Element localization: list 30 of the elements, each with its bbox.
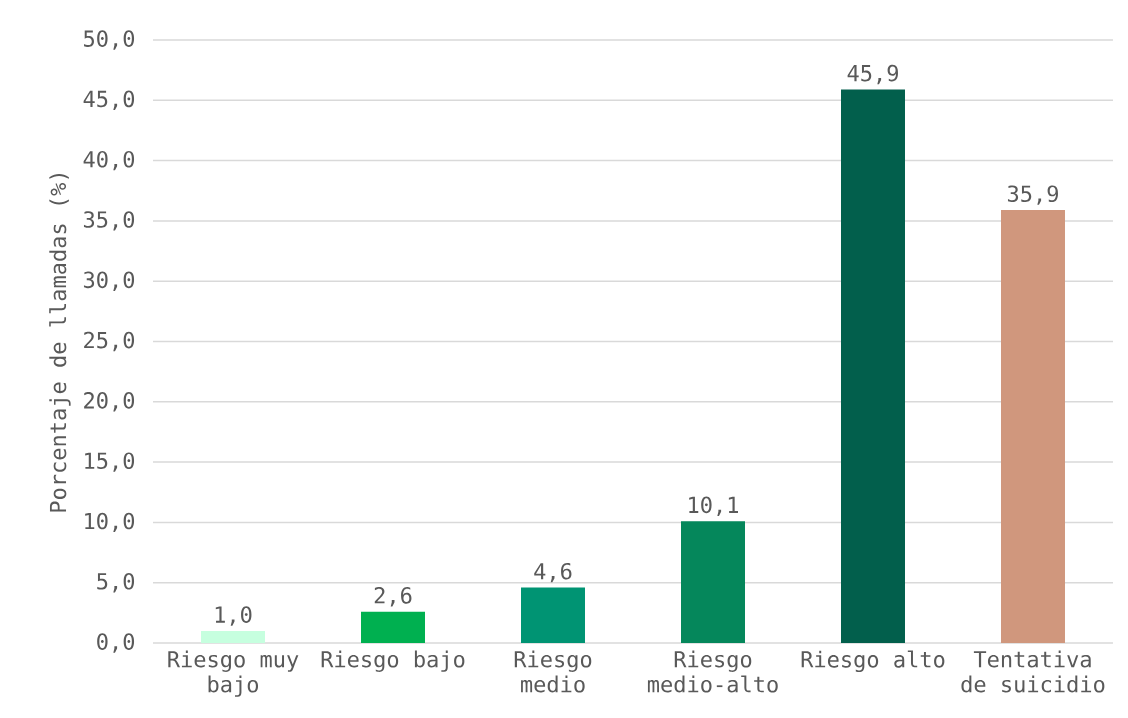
bar: [361, 611, 425, 643]
y-tick-label: 25,0: [84, 331, 135, 352]
bar: [1000, 210, 1065, 643]
bar: [841, 89, 905, 643]
x-tick-label: Riesgo alto: [801, 650, 945, 673]
y-tick-label: 45,0: [83, 90, 135, 111]
data-label: 2,6: [374, 587, 412, 607]
y-tick-label: 35,0: [83, 211, 135, 231]
y-axis-title: Porcentaje de llamadas (%): [49, 173, 71, 512]
x-tick-label: Riesgo bajo: [321, 650, 465, 672]
y-tick-label: 40,0: [83, 150, 135, 171]
x-tick-label: Riesgo muy bajo: [168, 650, 299, 697]
y-tick-label: 30,0: [83, 271, 135, 291]
x-tick-label: Riesgo medio: [514, 650, 592, 693]
y-tick-label: 50,0: [84, 30, 135, 50]
x-tick-label: Tentativa de suicidio: [961, 650, 1105, 693]
data-label: 10,1: [689, 496, 738, 516]
bar: [521, 587, 585, 643]
y-tick-label: 5,0: [97, 572, 135, 593]
data-label: 45,9: [847, 64, 898, 85]
y-tick-label: 0,0: [97, 633, 135, 653]
data-label: 4,6: [534, 562, 572, 583]
y-tick-label: 20,0: [84, 392, 135, 412]
y-tick-label: 15,0: [85, 452, 135, 472]
bar: [681, 521, 745, 643]
data-label: 35,9: [1007, 185, 1058, 205]
x-tick-label: Riesgo medio-alto: [647, 650, 778, 693]
y-tick-label: 10,0: [85, 512, 135, 533]
bar: [201, 630, 266, 643]
data-label: 1,0: [215, 606, 252, 626]
